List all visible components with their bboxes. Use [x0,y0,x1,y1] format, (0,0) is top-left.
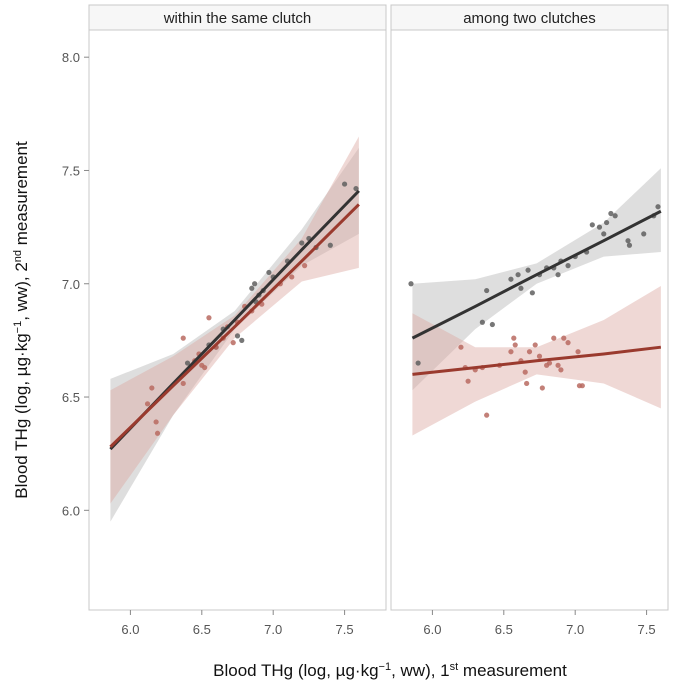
facet-title: within the same clutch [163,10,312,27]
point [551,335,557,341]
point [596,224,603,230]
point [415,360,421,366]
label-part: measurement [458,661,567,680]
x-tick-label: 6.0 [121,622,139,637]
point [266,269,272,276]
fit-line [109,203,360,448]
fit-line [412,345,662,376]
point [234,333,241,339]
point [525,267,531,273]
point [589,222,595,228]
point [180,380,186,387]
point [529,290,535,296]
point [565,340,571,346]
label-part: Blood THg (log, µg·kg [213,661,378,680]
point [149,385,155,391]
point [153,419,159,425]
point [518,285,524,291]
confidence-band [412,168,661,391]
point [558,367,564,373]
y-tick-label: 7.5 [62,163,80,178]
point [522,369,528,375]
superscript: −1 [12,321,24,334]
point [641,231,647,237]
x-tick-label: 7.5 [336,622,354,637]
label-part: , ww), 2 [12,262,31,321]
point [625,238,631,244]
point [546,360,553,366]
point [341,181,348,187]
point [608,210,614,217]
y-tick-label: 6.5 [62,390,80,405]
y-tick-label: 8.0 [62,50,80,65]
point [561,335,567,341]
superscript: st [450,661,459,673]
point [249,285,255,291]
label-part: , ww), 1 [391,661,450,680]
point [289,274,295,280]
panel [390,29,669,611]
x-tick-label: 6.5 [495,622,513,637]
point [479,319,485,325]
point [536,353,543,359]
point [515,272,521,278]
label-part: measurement [12,141,31,250]
point [565,263,571,269]
point [526,349,533,355]
superscript: −1 [379,661,392,673]
x-tick-label: 6.0 [423,622,441,637]
point [576,383,583,389]
y-tick-label: 6.0 [62,503,80,518]
point [511,335,517,341]
confidence-band [110,147,359,522]
y-tick-label: 7.0 [62,277,80,292]
point [512,342,518,348]
point [555,272,561,278]
fit-line [411,209,662,340]
x-axis-label: Blood THg (log, µg·kg−1, ww), 1st measur… [213,661,567,680]
x-tick-label: 6.5 [193,622,211,637]
point [184,360,191,366]
point [239,337,245,343]
x-tick-label: 7.0 [264,622,282,637]
strip [390,4,669,31]
point [626,242,633,248]
facet-title: among two clutches [463,10,596,27]
point [144,401,151,407]
point [555,362,561,368]
label-part: Blood THg (log, µg·kg [12,333,31,498]
point [465,378,471,384]
point [230,340,236,346]
point [252,281,258,287]
point [604,219,610,226]
point [524,380,530,387]
superscript: nd [12,250,24,262]
point [353,185,359,192]
point [532,342,538,348]
point [202,364,208,371]
point [408,281,414,287]
point [299,240,305,246]
point [508,349,514,355]
point [302,263,308,269]
point [327,242,333,248]
point [508,276,514,282]
strip [88,4,387,31]
point [612,213,618,219]
point [539,385,545,391]
point [180,335,186,341]
x-tick-label: 7.0 [566,622,584,637]
point [489,321,495,328]
point [575,349,581,355]
x-tick-label: 7.5 [638,622,656,637]
point [484,412,490,418]
point [154,430,161,436]
point [484,287,490,294]
point [655,204,661,210]
point [458,344,464,350]
y-axis-label: Blood THg (log, µg·kg−1, ww), 2nd measur… [12,141,31,499]
point [206,315,212,321]
point [601,231,607,237]
